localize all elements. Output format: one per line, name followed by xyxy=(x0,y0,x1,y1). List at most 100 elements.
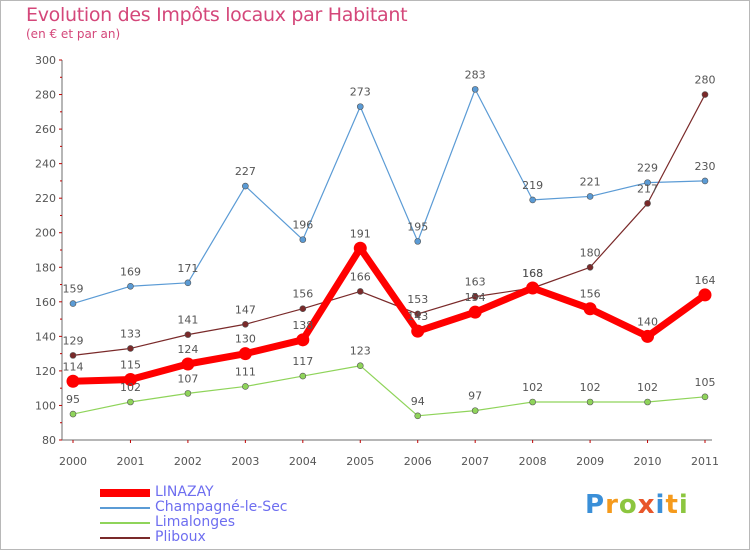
point-limalonges-2006 xyxy=(414,412,422,420)
data-label-limalonges-2010: 102 xyxy=(637,381,658,394)
data-label-pliboux-2004: 156 xyxy=(292,288,313,301)
data-label-champagne-le-sec-2001: 169 xyxy=(120,265,141,278)
data-label-champagne-le-sec-2003: 227 xyxy=(235,165,256,178)
point-limalonges-2005 xyxy=(356,362,364,370)
y-tick-label-180: 180 xyxy=(35,261,56,274)
point-pliboux-2002 xyxy=(184,331,192,338)
y-tick-label-300: 300 xyxy=(35,54,56,67)
point-linazay-2008 xyxy=(526,281,540,295)
data-label-limalonges-2000: 95 xyxy=(66,393,80,406)
x-tick-label-2001: 2001 xyxy=(116,455,144,468)
x-tick-label-2005: 2005 xyxy=(346,455,374,468)
data-label-linazay-2009: 156 xyxy=(580,288,601,301)
legend-label-champagne-le-sec: Champagné-le-Sec xyxy=(155,499,288,515)
point-limalonges-2010 xyxy=(644,398,651,406)
point-linazay-2001 xyxy=(123,373,137,387)
data-label-limalonges-2002: 107 xyxy=(177,372,198,385)
data-label-limalonges-2011: 105 xyxy=(695,376,716,389)
data-label-linazay-2001: 115 xyxy=(120,359,141,372)
point-limalonges-2004 xyxy=(299,372,307,380)
data-label-limalonges-2007: 97 xyxy=(468,390,482,403)
series-line-linazay xyxy=(69,244,709,385)
logo-letter: i xyxy=(655,490,666,520)
data-label-pliboux-2000: 129 xyxy=(63,334,84,347)
data-label-champagne-le-sec-2011: 230 xyxy=(695,160,716,173)
x-tick-label-2006: 2006 xyxy=(404,455,432,468)
data-label-limalonges-2004: 117 xyxy=(292,355,313,368)
legend-label-pliboux: Pliboux xyxy=(155,529,206,545)
point-champagne-le-sec-2007 xyxy=(471,86,479,93)
point-pliboux-2000 xyxy=(69,352,77,359)
point-champagne-le-sec-2002 xyxy=(184,279,192,287)
point-pliboux-2010 xyxy=(644,200,651,207)
point-champagne-le-sec-2009 xyxy=(586,193,594,200)
legend-swatch-pliboux xyxy=(100,537,150,539)
x-tick-label-2007: 2007 xyxy=(461,455,489,468)
data-label-champagne-le-sec-2007: 283 xyxy=(465,68,486,81)
data-label-pliboux-2006: 153 xyxy=(407,293,428,306)
data-label-linazay-2000: 114 xyxy=(63,360,84,373)
data-label-pliboux-2011: 280 xyxy=(695,74,716,87)
series-line-champagne-le-sec xyxy=(72,88,706,305)
point-limalonges-2002 xyxy=(184,390,192,397)
y-tick-label-240: 240 xyxy=(35,158,56,171)
data-label-pliboux-2008: 168 xyxy=(522,267,543,280)
data-label-pliboux-2010: 217 xyxy=(637,182,658,195)
point-pliboux-2011 xyxy=(701,91,709,98)
y-tick-label-140: 140 xyxy=(35,330,56,343)
series-line-pliboux xyxy=(72,93,706,356)
x-tick-label-2000: 2000 xyxy=(59,455,87,468)
logo-letter: x xyxy=(637,490,656,520)
data-label-champagne-le-sec-2002: 171 xyxy=(177,262,198,275)
point-linazay-2011 xyxy=(698,288,712,302)
data-label-limalonges-2006: 94 xyxy=(411,395,425,408)
y-tick-label-200: 200 xyxy=(35,227,56,240)
data-label-pliboux-2002: 141 xyxy=(177,314,198,327)
point-champagne-le-sec-2005 xyxy=(356,103,364,110)
point-champagne-le-sec-2000 xyxy=(69,300,77,307)
legend-swatch-limalonges xyxy=(100,522,150,524)
point-limalonges-2007 xyxy=(471,407,479,414)
data-label-linazay-2008: 168 xyxy=(522,267,543,280)
chart-title: Evolution des Impôts locaux par Habitant xyxy=(26,4,408,26)
series-line-limalonges xyxy=(72,365,706,417)
data-label-limalonges-2003: 111 xyxy=(235,365,256,378)
logo-letter: i xyxy=(678,490,689,520)
point-linazay-2004 xyxy=(296,333,310,347)
legend-swatch-champagne-le-sec xyxy=(100,507,150,509)
point-linazay-2003 xyxy=(238,347,252,361)
point-limalonges-2000 xyxy=(69,410,77,418)
data-label-champagne-le-sec-2004: 196 xyxy=(292,219,313,232)
y-tick-label-280: 280 xyxy=(35,89,56,102)
point-champagne-le-sec-2004 xyxy=(299,236,307,243)
x-tick-label-2008: 2008 xyxy=(519,455,547,468)
x-tick-label-2009: 2009 xyxy=(576,455,604,468)
point-champagne-le-sec-2001 xyxy=(127,282,134,290)
point-pliboux-2009 xyxy=(586,263,594,271)
point-champagne-le-sec-2008 xyxy=(529,196,536,204)
y-tick-label-160: 160 xyxy=(35,296,56,309)
data-label-linazay-2011: 164 xyxy=(695,274,716,287)
point-linazay-2007 xyxy=(468,305,482,319)
x-tick-label-2003: 2003 xyxy=(231,455,259,468)
data-label-linazay-2004: 138 xyxy=(292,319,313,332)
data-label-champagne-le-sec-2006: 195 xyxy=(407,220,428,233)
data-label-pliboux-2009: 180 xyxy=(580,246,601,259)
data-label-linazay-2010: 140 xyxy=(637,315,658,328)
x-tick-label-2004: 2004 xyxy=(289,455,317,468)
point-champagne-le-sec-2010 xyxy=(644,179,651,186)
data-label-pliboux-2003: 147 xyxy=(235,303,256,316)
logo-letter: o xyxy=(618,490,638,520)
point-linazay-2009 xyxy=(583,302,597,316)
legend-swatch-linazay xyxy=(100,489,150,497)
data-label-limalonges-2001: 102 xyxy=(120,381,141,394)
data-label-limalonges-2005: 123 xyxy=(350,345,371,358)
logo-letter: P xyxy=(585,490,606,520)
data-label-linazay-2007: 154 xyxy=(465,291,486,304)
proxiti-logo: Proxiti xyxy=(585,490,689,520)
data-label-champagne-le-sec-2008: 219 xyxy=(522,179,543,192)
logo-letter: t xyxy=(665,490,679,520)
point-linazay-2005 xyxy=(353,241,367,255)
data-label-champagne-le-sec-2005: 273 xyxy=(350,86,371,99)
point-limalonges-2008 xyxy=(529,398,536,406)
